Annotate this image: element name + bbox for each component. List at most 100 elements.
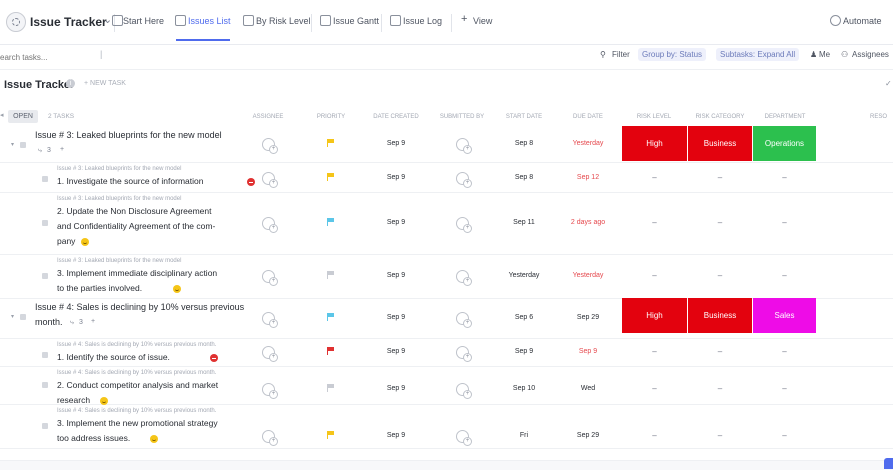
tab-start-here[interactable]: Start Here (123, 16, 165, 26)
due-date[interactable]: Sep 9 (578, 348, 598, 355)
app-icon[interactable] (6, 12, 26, 32)
risk-level-empty[interactable]: – (652, 384, 657, 393)
col-submitted-by[interactable]: SUBMITTED BY (439, 114, 485, 120)
submitter-avatar-icon[interactable] (456, 346, 472, 362)
col-due-date[interactable]: DUE DATE (573, 114, 603, 120)
assignee-avatar-icon[interactable] (262, 430, 278, 446)
due-date[interactable]: Sep 29 (576, 314, 600, 321)
department-empty[interactable]: – (782, 271, 787, 280)
task-title[interactable]: research (57, 395, 91, 405)
flag-icon[interactable] (327, 218, 328, 226)
tab-issues-list[interactable]: Issues List (188, 16, 231, 26)
risk-category-empty[interactable]: – (717, 271, 723, 280)
submitter-avatar-icon[interactable] (456, 217, 472, 233)
risk-level-badge[interactable]: High (622, 298, 687, 333)
due-date[interactable]: Wed (580, 385, 596, 392)
task-status-square[interactable] (20, 142, 26, 148)
risk-category-empty[interactable]: – (717, 218, 723, 227)
search-input[interactable] (0, 49, 102, 65)
start-date[interactable]: Fri (519, 432, 529, 439)
start-date[interactable]: Sep 10 (512, 385, 536, 392)
tab-by-risk-level[interactable]: By Risk Level (256, 16, 311, 26)
start-date[interactable]: Sep 11 (513, 219, 535, 226)
submitter-avatar-icon[interactable] (456, 383, 472, 399)
task-title[interactable]: 2. Update the Non Disclosure Agreement (57, 206, 212, 216)
task-title[interactable]: Issue # 3: Leaked blueprints for the new… (35, 130, 222, 140)
submitter-avatar-icon[interactable] (456, 270, 472, 286)
add-subtask-icon[interactable]: + (60, 146, 65, 153)
expand-caret-icon[interactable]: ▾ (11, 142, 15, 148)
risk-level-empty[interactable]: – (652, 431, 657, 440)
automate-button[interactable]: Automate (843, 16, 882, 26)
task-title[interactable]: 1. Identify the source of issue. (57, 352, 170, 362)
due-date[interactable]: 2 days ago (570, 219, 606, 226)
task-status-square[interactable] (42, 423, 48, 429)
due-date[interactable]: Yesterday (572, 272, 604, 279)
task-title-line2[interactable]: month. (35, 317, 63, 327)
plus-icon[interactable]: + (461, 13, 468, 25)
department-empty[interactable]: – (782, 218, 787, 227)
due-date[interactable]: Yesterday (572, 140, 604, 147)
new-task-button[interactable]: + NEW TASK (84, 80, 126, 87)
task-status-square[interactable] (42, 382, 48, 388)
start-date[interactable]: Sep 8 (514, 140, 534, 147)
flag-icon[interactable] (327, 173, 328, 181)
start-date[interactable]: Sep 8 (514, 174, 534, 181)
me-button[interactable]: Me (819, 50, 831, 59)
col-department[interactable]: DEPARTMENT (764, 114, 806, 120)
risk-level-empty[interactable]: – (652, 173, 657, 182)
filter-button[interactable]: Filter (612, 50, 630, 59)
due-date[interactable]: Sep 12 (576, 174, 600, 181)
risk-level-badge[interactable]: High (622, 126, 687, 161)
chevron-down-icon[interactable]: ⌄ (103, 14, 113, 26)
risk-level-empty[interactable]: – (652, 271, 657, 280)
collapse-caret-icon[interactable]: ◂ (0, 112, 4, 119)
department-empty[interactable]: – (782, 384, 787, 393)
assignees-button[interactable]: Assignees (852, 50, 889, 59)
flag-icon[interactable] (327, 431, 328, 439)
start-date[interactable]: Yesterday (508, 272, 540, 279)
task-status-square[interactable] (42, 273, 48, 279)
task-title[interactable]: to the parties involved. (57, 283, 143, 293)
app-title[interactable]: Issue Tracker (30, 15, 107, 29)
submitter-avatar-icon[interactable] (456, 138, 472, 154)
task-title[interactable]: pany (57, 236, 76, 246)
help-tab[interactable] (884, 458, 893, 469)
expand-caret-icon[interactable]: ▾ (11, 314, 15, 320)
risk-category-empty[interactable]: – (717, 384, 723, 393)
col-resolution[interactable]: RESO (870, 114, 888, 120)
subtasks-button[interactable]: Subtasks: Expand All (716, 48, 800, 61)
department-empty[interactable]: – (782, 173, 787, 182)
submitter-avatar-icon[interactable] (456, 430, 472, 446)
department-badge[interactable]: Operations (753, 126, 816, 161)
flag-icon[interactable] (327, 313, 328, 321)
tab-issue-gantt[interactable]: Issue Gantt (333, 16, 380, 26)
due-date[interactable]: Sep 29 (576, 432, 600, 439)
tab-issue-log[interactable]: Issue Log (403, 16, 443, 26)
department-empty[interactable]: – (782, 431, 787, 440)
risk-category-badge[interactable]: Business (688, 126, 752, 161)
col-risk-level[interactable]: RISK LEVEL (636, 114, 672, 120)
assignee-avatar-icon[interactable] (262, 270, 278, 286)
checkmark-icon[interactable]: ✓ (885, 79, 892, 88)
col-date-created[interactable]: DATE CREATED (373, 114, 419, 120)
assignee-avatar-icon[interactable] (262, 172, 278, 188)
risk-level-empty[interactable]: – (652, 347, 657, 356)
assignee-avatar-icon[interactable] (262, 217, 278, 233)
submitter-avatar-icon[interactable] (456, 312, 472, 328)
col-risk-category[interactable]: RISK CATEGORY (695, 114, 745, 120)
risk-category-empty[interactable]: – (717, 431, 723, 440)
task-title[interactable]: too address issues. (57, 433, 131, 443)
task-status-square[interactable] (42, 352, 48, 358)
flag-icon[interactable] (327, 347, 328, 355)
status-badge[interactable]: OPEN (8, 110, 38, 123)
task-title[interactable]: Issue # 4: Sales is declining by 10% ver… (35, 302, 245, 312)
task-title[interactable]: 3. Implement immediate disciplinary acti… (57, 268, 218, 278)
assignee-avatar-icon[interactable] (262, 346, 278, 362)
task-title[interactable]: and Confidentiality Agreement of the com… (57, 221, 216, 231)
submitter-avatar-icon[interactable] (456, 172, 472, 188)
start-date[interactable]: Sep 9 (514, 348, 534, 355)
assignee-avatar-icon[interactable] (262, 138, 278, 154)
task-title[interactable]: 1. Investigate the source of information (57, 176, 204, 186)
department-empty[interactable]: – (782, 347, 787, 356)
